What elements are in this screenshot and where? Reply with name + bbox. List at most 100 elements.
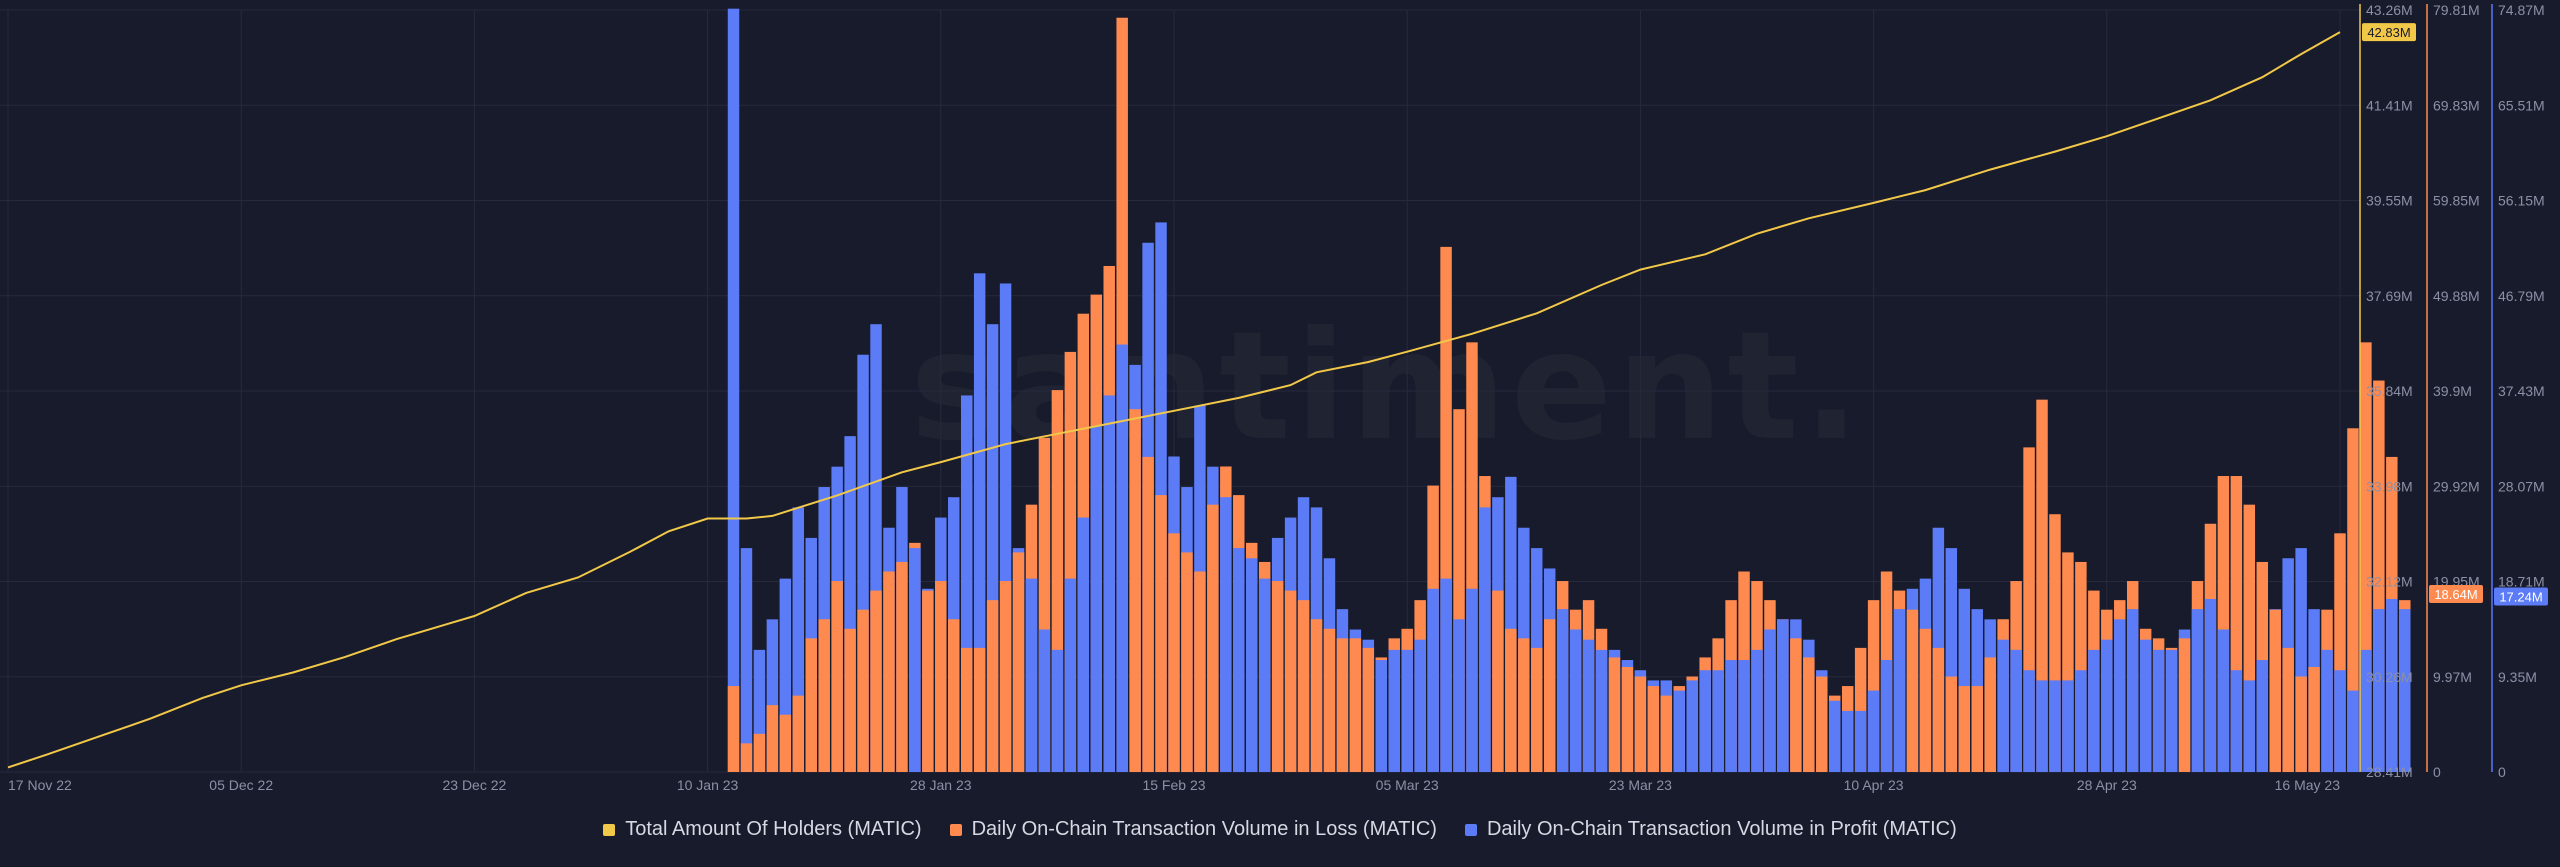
bar-loss bbox=[2334, 533, 2346, 772]
bar-profit bbox=[2373, 609, 2385, 772]
bar-profit bbox=[1246, 558, 1258, 772]
bar-profit bbox=[1090, 425, 1102, 772]
bar-profit bbox=[1051, 649, 1064, 772]
bar-loss bbox=[1945, 676, 1958, 772]
bar-profit bbox=[1220, 497, 1232, 772]
bar-profit bbox=[1945, 548, 1958, 772]
bar-loss bbox=[1531, 647, 1543, 772]
bar-profit bbox=[2347, 690, 2359, 772]
bar-profit bbox=[2101, 639, 2113, 772]
bar-loss bbox=[1854, 647, 1867, 772]
bar-loss bbox=[1155, 495, 1167, 772]
x-tick-label: 23 Dec 22 bbox=[442, 777, 506, 793]
bar-profit bbox=[1116, 344, 1128, 772]
y-tick-label-holders: 30.26M bbox=[2366, 669, 2413, 685]
bar-loss bbox=[1064, 351, 1077, 772]
bar-loss bbox=[1142, 456, 1154, 772]
bar-profit bbox=[792, 507, 805, 772]
y-tick-label-profit: 28.07M bbox=[2498, 478, 2545, 494]
bar-loss bbox=[779, 714, 792, 772]
bar-loss bbox=[1362, 647, 1375, 772]
current-value-badge-profit bbox=[2494, 587, 2548, 606]
x-tick-label: 10 Apr 23 bbox=[1844, 777, 1904, 793]
x-tick-label: 05 Dec 22 bbox=[209, 777, 273, 793]
bar-loss bbox=[1310, 619, 1323, 772]
bar-loss bbox=[1466, 342, 1478, 772]
bar-loss bbox=[740, 743, 753, 772]
bar-loss bbox=[2023, 447, 2035, 772]
legend-swatch-loss bbox=[949, 823, 962, 836]
bar-loss bbox=[1453, 409, 1465, 772]
bar-loss bbox=[1271, 581, 1284, 772]
bar-profit bbox=[2049, 680, 2061, 772]
legend: Total Amount Of Holders (MATIC) Daily On… bbox=[0, 818, 2560, 841]
bar-loss bbox=[1932, 647, 1945, 772]
bar-profit bbox=[1038, 629, 1051, 772]
bar-profit bbox=[753, 649, 766, 772]
bar-profit bbox=[1453, 619, 1465, 772]
bar-profit bbox=[1867, 690, 1880, 772]
bar-loss bbox=[1906, 609, 1919, 772]
bar-profit bbox=[1958, 588, 1971, 772]
bar-loss bbox=[999, 581, 1012, 772]
bar-profit bbox=[2399, 609, 2411, 772]
bar-profit bbox=[1233, 548, 1245, 772]
bar-loss bbox=[1336, 638, 1349, 772]
bar-profit bbox=[1582, 639, 1595, 772]
bar-profit bbox=[1595, 649, 1608, 772]
bar-loss bbox=[2178, 638, 2191, 772]
bar-profit bbox=[1997, 639, 2009, 772]
bar-loss bbox=[1012, 552, 1025, 772]
bar-profit bbox=[986, 324, 999, 772]
bar-loss bbox=[922, 590, 934, 772]
bar-profit bbox=[740, 548, 753, 772]
y-tick-label-profit: 37.43M bbox=[2498, 383, 2545, 399]
bar-profit bbox=[1258, 578, 1271, 772]
bar-profit bbox=[909, 548, 921, 772]
bar-profit bbox=[2334, 670, 2346, 772]
bar-profit bbox=[1556, 609, 1569, 772]
legend-swatch-profit bbox=[1464, 823, 1477, 836]
bar-loss bbox=[2360, 342, 2372, 772]
y-tick-label-profit: 74.87M bbox=[2498, 2, 2545, 18]
current-value-badge-loss bbox=[2429, 585, 2483, 604]
legend-label-loss: Daily On-Chain Transaction Volume in Los… bbox=[971, 818, 1437, 840]
legend-item-loss[interactable]: Daily On-Chain Transaction Volume in Los… bbox=[949, 818, 1437, 841]
x-tick-label: 17 Nov 22 bbox=[8, 777, 72, 793]
bar-profit bbox=[1880, 660, 1893, 772]
bar-loss bbox=[1297, 600, 1310, 772]
x-tick-label: 10 Jan 23 bbox=[677, 777, 739, 793]
bar-loss bbox=[896, 561, 908, 772]
legend-item-profit[interactable]: Daily On-Chain Transaction Volume in Pro… bbox=[1464, 818, 1957, 841]
current-value-badge-holders bbox=[2362, 23, 2416, 42]
bar-loss bbox=[2269, 609, 2281, 772]
bar-profit bbox=[1466, 588, 1478, 772]
bar-loss bbox=[1919, 628, 1932, 772]
bar-profit bbox=[857, 354, 869, 772]
bar-profit bbox=[727, 8, 740, 773]
legend-item-holders[interactable]: Total Amount Of Holders (MATIC) bbox=[603, 818, 922, 841]
bar-loss bbox=[2308, 666, 2320, 772]
x-tick-label: 28 Jan 23 bbox=[910, 777, 972, 793]
x-tick-label: 15 Feb 23 bbox=[1142, 777, 1205, 793]
bar-profit bbox=[2230, 670, 2243, 772]
bar-loss bbox=[960, 647, 973, 772]
bar-loss bbox=[1284, 590, 1297, 772]
bar-loss bbox=[831, 581, 843, 772]
bar-profit bbox=[1712, 670, 1724, 772]
bar-loss bbox=[1505, 628, 1517, 772]
bar-loss bbox=[973, 647, 986, 772]
x-tick-label: 28 Apr 23 bbox=[2077, 777, 2137, 793]
y-tick-label-loss: 0 bbox=[2433, 764, 2441, 780]
bar-loss bbox=[1051, 390, 1064, 772]
y-tick-label-profit: 56.15M bbox=[2498, 193, 2545, 209]
y-tick-label-profit: 0 bbox=[2498, 764, 2506, 780]
y-tick-label-holders: 43.26M bbox=[2366, 2, 2413, 18]
bar-loss bbox=[1634, 676, 1647, 772]
bar-loss bbox=[2036, 399, 2048, 772]
bar-profit bbox=[1699, 670, 1711, 772]
bar-loss bbox=[2075, 561, 2087, 772]
bar-loss bbox=[986, 600, 999, 772]
bar-profit bbox=[2386, 598, 2398, 772]
